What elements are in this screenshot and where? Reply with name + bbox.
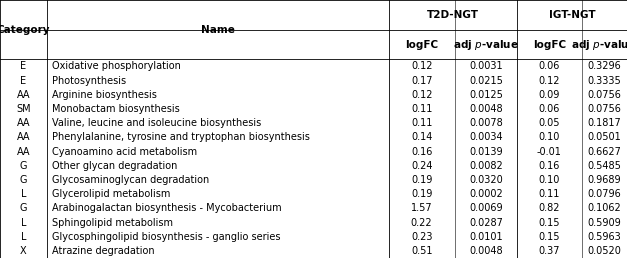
Text: Arabinogalactan biosynthesis - Mycobacterium: Arabinogalactan biosynthesis - Mycobacte… (52, 203, 282, 213)
Text: Cyanoamino acid metabolism: Cyanoamino acid metabolism (52, 147, 197, 157)
Text: 1.57: 1.57 (411, 203, 433, 213)
Text: 0.1062: 0.1062 (587, 203, 621, 213)
Text: Photosynthesis: Photosynthesis (52, 76, 126, 86)
Text: 0.06: 0.06 (539, 104, 560, 114)
Text: 0.12: 0.12 (539, 76, 560, 86)
Text: Atrazine degradation: Atrazine degradation (52, 246, 155, 256)
Text: 0.37: 0.37 (539, 246, 560, 256)
Text: 0.0048: 0.0048 (469, 104, 503, 114)
Text: Glycosphingolipid biosynthesis - ganglio series: Glycosphingolipid biosynthesis - ganglio… (52, 232, 280, 242)
Text: adj $p$-value: adj $p$-value (453, 37, 519, 52)
Text: G: G (20, 161, 27, 171)
Text: 0.06: 0.06 (539, 61, 560, 71)
Text: AA: AA (17, 118, 30, 128)
Text: 0.24: 0.24 (411, 161, 433, 171)
Text: 0.12: 0.12 (411, 61, 433, 71)
Text: 0.0031: 0.0031 (469, 61, 503, 71)
Text: T2D-NGT: T2D-NGT (427, 10, 479, 20)
Text: 0.17: 0.17 (411, 76, 433, 86)
Text: Phenylalanine, tyrosine and tryptophan biosynthesis: Phenylalanine, tyrosine and tryptophan b… (52, 132, 310, 142)
Text: E: E (21, 61, 26, 71)
Text: Sphingolipid metabolism: Sphingolipid metabolism (52, 217, 173, 228)
Text: 0.15: 0.15 (539, 232, 560, 242)
Text: L: L (21, 217, 26, 228)
Text: Glycosaminoglycan degradation: Glycosaminoglycan degradation (52, 175, 209, 185)
Text: Other glycan degradation: Other glycan degradation (52, 161, 177, 171)
Text: IGT-NGT: IGT-NGT (549, 10, 596, 20)
Text: -0.01: -0.01 (537, 147, 562, 157)
Text: 0.14: 0.14 (411, 132, 433, 142)
Text: Arginine biosynthesis: Arginine biosynthesis (52, 90, 157, 100)
Text: 0.0082: 0.0082 (469, 161, 503, 171)
Text: AA: AA (17, 90, 30, 100)
Text: 0.0125: 0.0125 (469, 90, 503, 100)
Text: Glycerolipid metabolism: Glycerolipid metabolism (52, 189, 171, 199)
Text: 0.10: 0.10 (539, 175, 560, 185)
Text: 0.11: 0.11 (411, 104, 433, 114)
Text: 0.3335: 0.3335 (587, 76, 621, 86)
Text: 0.05: 0.05 (539, 118, 560, 128)
Text: L: L (21, 189, 26, 199)
Text: 0.12: 0.12 (411, 90, 433, 100)
Text: 0.0501: 0.0501 (587, 132, 621, 142)
Text: L: L (21, 232, 26, 242)
Text: 0.16: 0.16 (539, 161, 560, 171)
Text: 0.0796: 0.0796 (587, 189, 621, 199)
Text: 0.11: 0.11 (539, 189, 560, 199)
Text: 0.0520: 0.0520 (587, 246, 621, 256)
Text: SM: SM (16, 104, 31, 114)
Text: G: G (20, 175, 27, 185)
Text: 0.0101: 0.0101 (469, 232, 503, 242)
Text: 0.11: 0.11 (411, 118, 433, 128)
Text: 0.0069: 0.0069 (469, 203, 503, 213)
Text: 0.5909: 0.5909 (587, 217, 621, 228)
Text: 0.82: 0.82 (539, 203, 560, 213)
Text: 0.10: 0.10 (539, 132, 560, 142)
Text: 0.5963: 0.5963 (587, 232, 621, 242)
Text: 0.0139: 0.0139 (469, 147, 503, 157)
Text: 0.0756: 0.0756 (587, 90, 621, 100)
Text: 0.0320: 0.0320 (469, 175, 503, 185)
Text: 0.0034: 0.0034 (469, 132, 503, 142)
Text: 0.0287: 0.0287 (469, 217, 503, 228)
Text: 0.6627: 0.6627 (587, 147, 621, 157)
Text: X: X (20, 246, 27, 256)
Text: 0.19: 0.19 (411, 189, 433, 199)
Text: Name: Name (201, 25, 235, 35)
Text: 0.09: 0.09 (539, 90, 560, 100)
Text: 0.9689: 0.9689 (587, 175, 621, 185)
Text: 0.51: 0.51 (411, 246, 433, 256)
Text: 0.1817: 0.1817 (587, 118, 621, 128)
Text: Valine, leucine and isoleucine biosynthesis: Valine, leucine and isoleucine biosynthe… (52, 118, 261, 128)
Text: 0.19: 0.19 (411, 175, 433, 185)
Text: Category: Category (0, 25, 50, 35)
Text: 0.0756: 0.0756 (587, 104, 621, 114)
Text: 0.0002: 0.0002 (469, 189, 503, 199)
Text: 0.16: 0.16 (411, 147, 433, 157)
Text: E: E (21, 76, 26, 86)
Text: 0.15: 0.15 (539, 217, 560, 228)
Text: Monobactam biosynthesis: Monobactam biosynthesis (52, 104, 180, 114)
Text: AA: AA (17, 132, 30, 142)
Text: AA: AA (17, 147, 30, 157)
Text: 0.0215: 0.0215 (469, 76, 503, 86)
Text: G: G (20, 203, 27, 213)
Text: Oxidative phosphorylation: Oxidative phosphorylation (52, 61, 181, 71)
Text: adj $p$-value: adj $p$-value (571, 37, 627, 52)
Text: 0.0048: 0.0048 (469, 246, 503, 256)
Text: 0.5485: 0.5485 (587, 161, 621, 171)
Text: 0.3296: 0.3296 (587, 61, 621, 71)
Text: logFC: logFC (533, 39, 566, 50)
Text: logFC: logFC (405, 39, 438, 50)
Text: 0.0078: 0.0078 (469, 118, 503, 128)
Text: 0.22: 0.22 (411, 217, 433, 228)
Text: 0.23: 0.23 (411, 232, 433, 242)
